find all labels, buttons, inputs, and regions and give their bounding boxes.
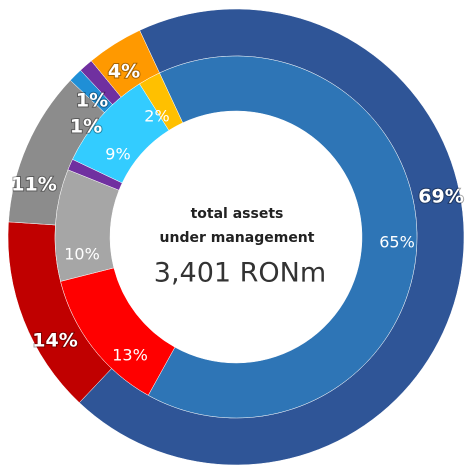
data-label: 1% bbox=[76, 90, 108, 112]
center-line: under management bbox=[160, 230, 315, 246]
data-label: 4% bbox=[108, 61, 140, 83]
data-label: 65% bbox=[379, 233, 415, 252]
data-label: 13% bbox=[112, 346, 148, 365]
data-label: 14% bbox=[32, 330, 77, 352]
center-value: 3,401 RONm bbox=[154, 258, 326, 289]
data-label: 1% bbox=[70, 116, 102, 138]
inner-segment bbox=[139, 72, 184, 131]
inner-segment bbox=[147, 55, 418, 419]
data-label: 69% bbox=[418, 186, 463, 208]
data-label: 2% bbox=[144, 107, 169, 126]
data-label: 11% bbox=[11, 174, 56, 196]
data-label: 10% bbox=[64, 245, 100, 264]
data-label: 9% bbox=[105, 145, 130, 164]
data-label: 1% bbox=[115, 196, 140, 215]
center-line: total assets bbox=[191, 206, 284, 222]
